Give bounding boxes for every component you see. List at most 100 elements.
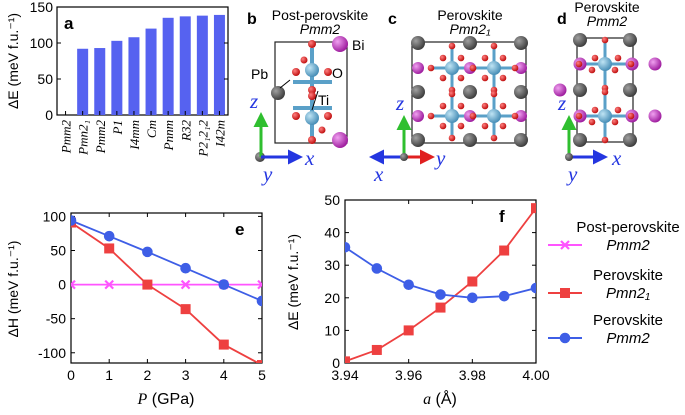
y-tick-label: 10 bbox=[324, 322, 340, 338]
pb-atom bbox=[623, 83, 637, 97]
o-atom bbox=[481, 74, 489, 82]
data-point bbox=[403, 279, 414, 291]
y-tick-label: 150 bbox=[30, 0, 54, 15]
category-label: I4mm bbox=[127, 120, 142, 151]
o-atom bbox=[499, 74, 507, 82]
data-point bbox=[435, 302, 446, 313]
series bbox=[71, 279, 262, 290]
o-atom bbox=[601, 88, 609, 96]
category-label: P2₁2₁2 bbox=[195, 120, 210, 158]
o-atom bbox=[439, 74, 447, 82]
category-label: I42m bbox=[212, 120, 227, 148]
bar bbox=[128, 37, 140, 115]
pb-atom bbox=[411, 36, 425, 50]
pb-atom bbox=[573, 133, 587, 147]
o-atom bbox=[627, 112, 635, 120]
ti-atom bbox=[487, 61, 501, 75]
panel-e-xlabel: P (GPa) bbox=[137, 391, 195, 408]
o-atom bbox=[439, 102, 447, 110]
bi-atom bbox=[515, 62, 527, 74]
y-tick-label: -100 bbox=[38, 345, 66, 361]
o-atom bbox=[439, 54, 447, 62]
legend-subtitle: Pmm2 bbox=[606, 330, 650, 347]
x-tick-label: 0 bbox=[67, 367, 75, 383]
bi-label: Bi bbox=[352, 37, 364, 53]
z-axis-label: z bbox=[557, 91, 566, 115]
o-atom bbox=[457, 122, 465, 130]
data-point bbox=[257, 279, 262, 290]
panel-f-line-chart: f 3.94 3.96 3.98 4.00 0 10 20 30 40 50 ΔE (meV f.… bbox=[285, 192, 550, 408]
o-atom bbox=[427, 112, 435, 120]
y-axis-label: y bbox=[261, 162, 273, 186]
bi-atom bbox=[412, 110, 424, 122]
series-line bbox=[71, 219, 262, 302]
o-atom bbox=[614, 106, 622, 114]
data-point bbox=[467, 276, 478, 287]
panel-c-label: c bbox=[388, 11, 397, 28]
panel-a-label: a bbox=[64, 14, 74, 33]
x-tick-label: 3 bbox=[182, 367, 190, 383]
x-tick-label: 5 bbox=[258, 367, 266, 383]
data-point bbox=[104, 279, 114, 290]
o-atom bbox=[490, 42, 498, 50]
panel-d-subtitle: Pmm2 bbox=[587, 13, 628, 29]
bar bbox=[213, 14, 225, 116]
o-atom bbox=[457, 102, 465, 110]
data-point bbox=[218, 339, 229, 350]
pb-atom bbox=[463, 85, 477, 99]
o-atom bbox=[481, 54, 489, 62]
o-atom bbox=[469, 64, 477, 72]
pb-label: Pb bbox=[251, 66, 268, 82]
bi-atom bbox=[553, 83, 567, 97]
ti-atom bbox=[445, 61, 459, 75]
o-atom bbox=[601, 136, 609, 144]
category-label: Cm bbox=[144, 120, 159, 138]
o-atom bbox=[499, 54, 507, 62]
y-tick-label: 30 bbox=[324, 257, 340, 273]
pb-atom bbox=[514, 36, 528, 50]
o-atom bbox=[575, 60, 583, 68]
o-atom bbox=[511, 64, 519, 72]
o-atom bbox=[499, 122, 507, 130]
y-tick-label: 50 bbox=[324, 192, 340, 208]
legend-title: Perovskite bbox=[593, 312, 663, 329]
o-atom bbox=[490, 134, 498, 142]
bi-atom bbox=[515, 110, 527, 122]
legend-title: Perovskite bbox=[593, 267, 663, 284]
data-point bbox=[218, 279, 230, 290]
data-point bbox=[257, 360, 262, 363]
data-point bbox=[256, 295, 262, 307]
category-label: Pmm2 bbox=[93, 120, 108, 155]
data-point bbox=[530, 282, 536, 294]
y-tick-label: 50 bbox=[37, 71, 53, 87]
o-atom bbox=[511, 112, 519, 120]
x-tick-label: 1 bbox=[105, 367, 113, 383]
bi-atom bbox=[648, 109, 662, 123]
category-label: Pmm2 bbox=[59, 120, 74, 155]
data-point bbox=[180, 262, 191, 274]
data-point bbox=[371, 263, 383, 274]
y-tick-label: 100 bbox=[43, 208, 67, 224]
pb-atom bbox=[514, 85, 528, 99]
data-point bbox=[71, 215, 77, 226]
data-point bbox=[142, 279, 153, 290]
data-point bbox=[498, 290, 510, 302]
category-label: Pmn2₁ bbox=[76, 120, 91, 156]
z-axis-label: z bbox=[249, 89, 258, 113]
panel-e-label: e bbox=[235, 220, 244, 239]
legend-subtitle: Pmn2₁ bbox=[606, 285, 650, 302]
bi-atom bbox=[648, 57, 662, 71]
data-point bbox=[531, 203, 536, 214]
ti-atom bbox=[445, 109, 459, 123]
pb-atom bbox=[463, 133, 477, 147]
o-atom bbox=[588, 66, 596, 74]
x-tick-label: 4 bbox=[220, 367, 228, 383]
panel-c-subtitle: Pmn2₁ bbox=[450, 21, 492, 37]
pb-atom bbox=[573, 83, 587, 97]
series bbox=[345, 241, 536, 304]
legend-marker bbox=[560, 240, 570, 250]
pb-atom bbox=[623, 133, 637, 147]
